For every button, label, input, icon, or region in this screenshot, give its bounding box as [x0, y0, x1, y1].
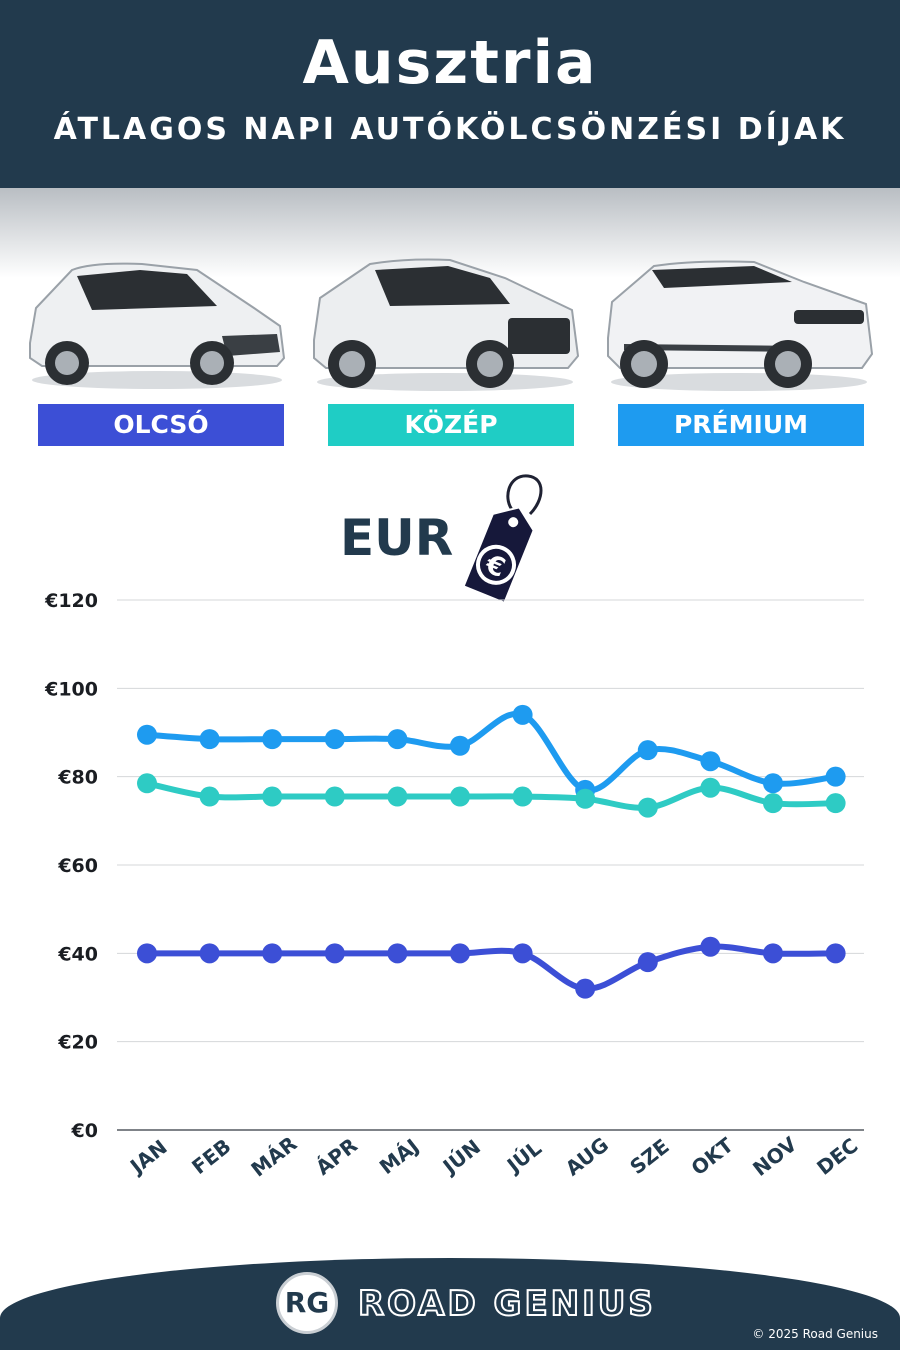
- x-tick-label: FEB: [187, 1134, 235, 1179]
- data-point: [324, 786, 345, 807]
- data-point: [262, 943, 283, 964]
- data-point: [700, 777, 721, 798]
- series-közép: [137, 773, 846, 818]
- brand-name: ROAD GENIUS: [357, 1283, 656, 1325]
- x-tick-label: ÁPR: [311, 1133, 362, 1180]
- data-point: [575, 788, 596, 809]
- footer: [0, 1258, 900, 1350]
- data-point: [324, 729, 345, 750]
- data-point: [387, 943, 408, 964]
- page-subtitle: ÁTLAGOS NAPI AUTÓKÖLCSÖNZÉSI DÍJAK: [53, 112, 847, 147]
- line-chart: €0 €20 €40 €60 €80 €100 €120 JAN FEB MÁR ÁPR MÁJ JÚ…: [44, 590, 864, 1182]
- x-tick-label: AUG: [561, 1132, 613, 1180]
- x-tick-label: NOV: [748, 1132, 802, 1181]
- data-point: [137, 724, 157, 745]
- page-title: Ausztria: [302, 28, 598, 98]
- x-tick-label: JÚL: [501, 1136, 546, 1179]
- y-tick-label: €100: [44, 678, 98, 700]
- data-point: [512, 943, 533, 964]
- data-point: [450, 735, 470, 756]
- x-tick-label: DEC: [812, 1133, 862, 1180]
- price-tag-icon: €: [462, 474, 543, 605]
- category-badge-premium: PRÉMIUM: [618, 404, 864, 446]
- road-genius-logo: RG: [276, 1272, 338, 1334]
- x-tick-label: OKT: [687, 1133, 738, 1181]
- data-point: [262, 729, 283, 750]
- x-tick-label: MÁR: [246, 1131, 301, 1181]
- data-point: [763, 943, 783, 964]
- y-tick-label: €20: [57, 1032, 98, 1054]
- category-badge-midsize: KÖZÉP: [328, 404, 574, 446]
- chart-grid: [117, 599, 864, 1131]
- data-point: [450, 943, 470, 964]
- data-point: [825, 943, 846, 964]
- midsize-car-image: [310, 248, 580, 398]
- x-axis-labels: JAN FEB MÁR ÁPR MÁJ JÚN JÚL AUG SZE OKT NOV DEC: [124, 1131, 862, 1181]
- data-point: [700, 751, 721, 772]
- x-tick-label: MÁJ: [375, 1134, 424, 1179]
- x-tick-label: JÚN: [437, 1135, 485, 1180]
- data-point: [137, 773, 157, 794]
- data-point: [324, 943, 345, 964]
- data-point: [825, 766, 846, 787]
- data-point: [575, 978, 596, 999]
- data-point: [387, 786, 408, 807]
- premium-car-image: [604, 248, 874, 398]
- data-point: [763, 793, 783, 814]
- data-point: [512, 704, 533, 725]
- x-tick-label: JAN: [124, 1135, 172, 1180]
- copyright-text: © 2025 Road Genius: [752, 1327, 878, 1341]
- data-point: [450, 786, 470, 807]
- series-olcsó: [137, 936, 846, 999]
- economy-car-image: [22, 248, 292, 398]
- category-badge-economy: OLCSÓ: [38, 404, 284, 446]
- series-line: [144, 710, 839, 794]
- data-point: [512, 786, 533, 807]
- chart-series: [137, 704, 846, 999]
- y-tick-label: €120: [44, 590, 98, 612]
- data-point: [825, 793, 846, 814]
- y-tick-label: €0: [71, 1120, 98, 1142]
- series-prémium: [137, 704, 846, 800]
- currency-label: EUR: [340, 509, 454, 567]
- data-point: [199, 786, 220, 807]
- y-tick-label: €80: [57, 767, 98, 789]
- header: Ausztria ÁTLAGOS NAPI AUTÓKÖLCSÖNZÉSI DÍ…: [0, 0, 900, 188]
- data-point: [137, 943, 157, 964]
- series-line: [144, 780, 839, 811]
- data-point: [199, 729, 220, 750]
- y-tick-label: €60: [57, 855, 98, 877]
- data-point: [199, 943, 220, 964]
- data-point: [387, 729, 408, 750]
- x-tick-label: SZE: [625, 1134, 673, 1179]
- data-point: [637, 952, 658, 973]
- data-point: [637, 797, 658, 818]
- y-tick-label: €40: [57, 943, 98, 965]
- data-point: [700, 936, 721, 957]
- data-point: [763, 773, 783, 794]
- data-point: [637, 740, 658, 761]
- y-axis-labels: €0 €20 €40 €60 €80 €100 €120: [44, 590, 98, 1142]
- data-point: [262, 786, 283, 807]
